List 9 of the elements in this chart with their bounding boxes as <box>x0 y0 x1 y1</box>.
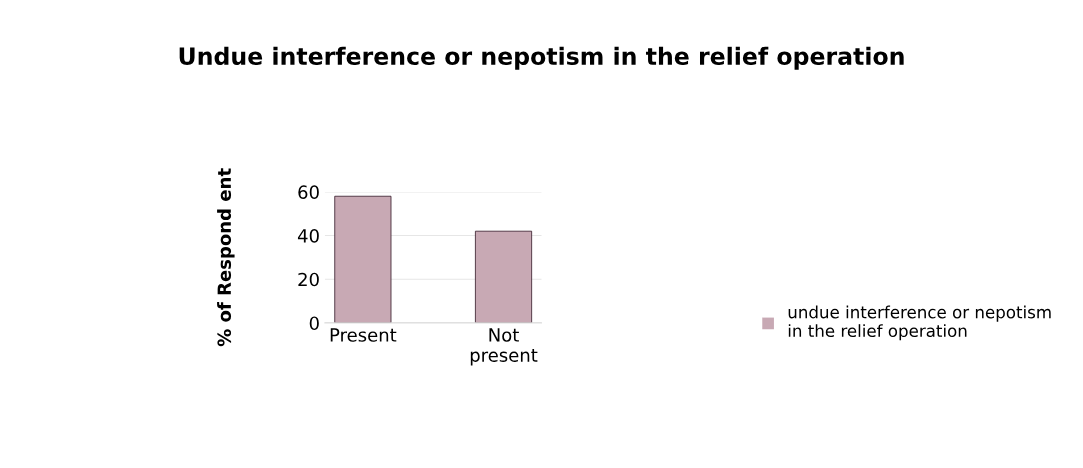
legend-label: undue interference or nepotism in the relief operation <box>788 305 1051 341</box>
y-axis-title: % of Respond ent <box>217 168 235 347</box>
y-tick-label: 40 <box>297 229 319 243</box>
chart-title: Undue interference or nepotism in the relief operation <box>179 46 904 70</box>
x-tick-label: Present <box>330 328 397 342</box>
y-tick-label: 20 <box>298 272 319 287</box>
x-tick-label: Not present <box>470 328 538 366</box>
y-tick-label: 60 <box>298 185 319 199</box>
y-tick-label: 0 <box>309 316 319 331</box>
